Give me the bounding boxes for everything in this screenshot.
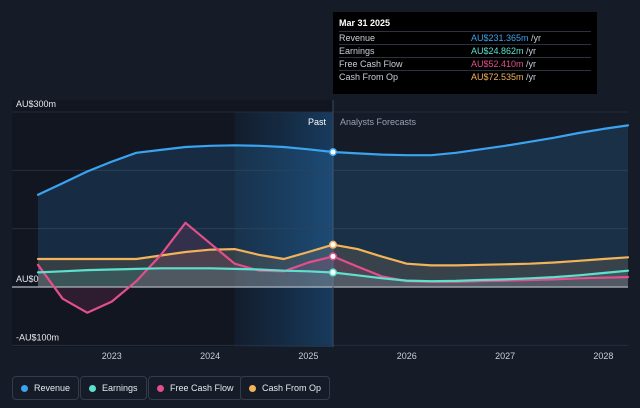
legend-dot bbox=[249, 384, 256, 392]
x-axis-tick-label: 2024 bbox=[200, 351, 220, 361]
marker-free-cash-flow bbox=[328, 252, 338, 261]
marker-earnings bbox=[328, 268, 338, 277]
tooltip-suffix: /yr bbox=[523, 46, 537, 56]
legend-dot bbox=[21, 384, 28, 392]
series-area-earnings bbox=[38, 268, 628, 287]
x-axis-tick-label: 2027 bbox=[495, 351, 515, 361]
tooltip-suffix: /yr bbox=[523, 72, 537, 82]
tooltip-row-cash-from-op: Cash From Op AU$72.535m /yr bbox=[339, 70, 591, 83]
y-axis-label: -AU$100m bbox=[16, 332, 59, 342]
tooltip-label: Earnings bbox=[339, 46, 375, 56]
legend-item-cash-from-op[interactable]: Cash From Op bbox=[240, 376, 331, 400]
x-axis-tick-label: 2025 bbox=[298, 351, 318, 361]
tooltip-label: Free Cash Flow bbox=[339, 59, 403, 69]
y-axis-label: AU$0 bbox=[16, 274, 39, 284]
past-label: Past bbox=[308, 117, 327, 127]
series-area-revenue bbox=[38, 125, 628, 288]
series-area-cash-from-op bbox=[38, 244, 628, 287]
chart-tooltip: Mar 31 2025 Revenue AU$231.365m /yr Earn… bbox=[333, 12, 597, 94]
legend-item-revenue[interactable]: Revenue bbox=[12, 376, 80, 400]
tooltip-label: Cash From Op bbox=[339, 72, 399, 82]
forecast-label: Analysts Forecasts bbox=[340, 117, 417, 127]
tooltip-value: AU$24.862m bbox=[471, 46, 524, 56]
tooltip-row-free-cash-flow: Free Cash Flow AU$52.410m /yr bbox=[339, 57, 591, 70]
series-area-free-cash-flow bbox=[38, 222, 628, 313]
tooltip-label: Revenue bbox=[339, 33, 376, 43]
chart-legend: Revenue Earnings Free Cash Flow Cash Fro… bbox=[0, 372, 640, 404]
tooltip-row-earnings: Earnings AU$24.862m /yr bbox=[339, 44, 591, 57]
marker-revenue bbox=[328, 147, 338, 157]
y-axis-label: AU$300m bbox=[16, 99, 56, 109]
tooltip-date: Mar 31 2025 bbox=[339, 18, 391, 28]
legend-item-free-cash-flow[interactable]: Free Cash Flow bbox=[148, 376, 243, 400]
tooltip-value: AU$52.410m bbox=[471, 59, 524, 69]
marker-cash-from-op bbox=[328, 240, 338, 249]
x-axis-tick-label: 2026 bbox=[397, 351, 417, 361]
legend-label: Revenue bbox=[34, 383, 71, 393]
legend-item-earnings[interactable]: Earnings bbox=[80, 376, 147, 400]
x-axis-tick-label: 2023 bbox=[102, 351, 122, 361]
tooltip-suffix: /yr bbox=[528, 33, 542, 43]
tooltip-value: AU$72.535m bbox=[471, 72, 524, 82]
tooltip-suffix: /yr bbox=[523, 59, 537, 69]
legend-dot bbox=[89, 384, 96, 392]
tooltip-row-revenue: Revenue AU$231.365m /yr bbox=[339, 31, 591, 44]
legend-label: Cash From Op bbox=[262, 383, 322, 393]
x-axis-tick-label: 2028 bbox=[593, 351, 613, 361]
legend-dot bbox=[157, 384, 164, 392]
tooltip-value: AU$231.365m bbox=[471, 33, 529, 43]
chart-canvas: AU$300m AU$0 -AU$100m 2023 2024 2025 2026 2027 2… bbox=[12, 99, 630, 361]
legend-label: Earnings bbox=[102, 383, 138, 393]
legend-label: Free Cash Flow bbox=[170, 383, 234, 393]
